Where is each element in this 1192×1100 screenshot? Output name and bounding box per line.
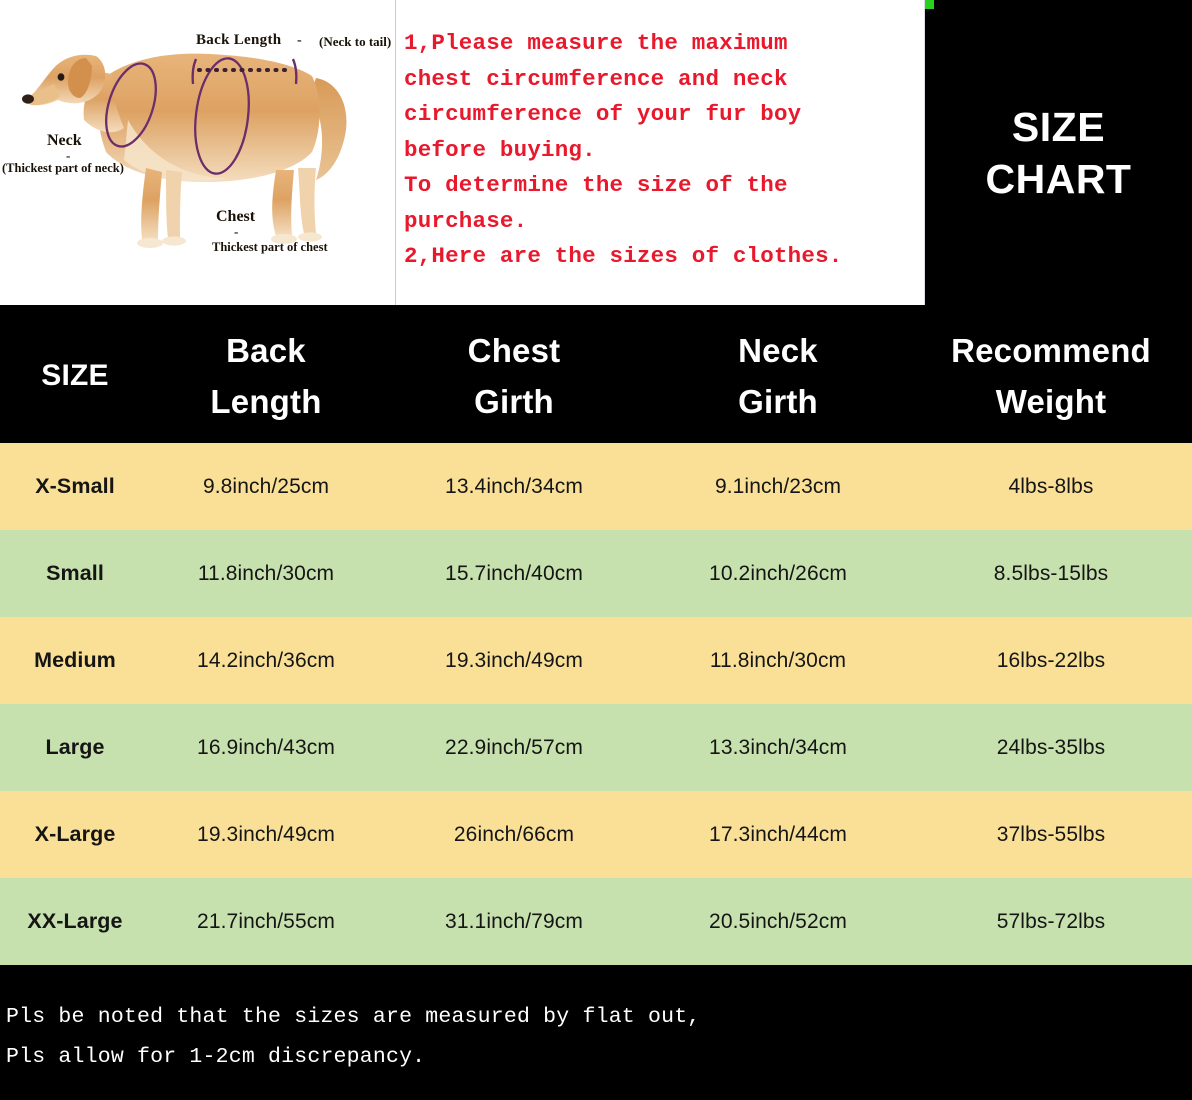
cell-neck-girth: 13.3inch/34cm xyxy=(709,735,847,759)
column-header-recommend-weight-line2: Weight xyxy=(995,382,1107,420)
cell-neck-girth: 9.1inch/23cm xyxy=(714,474,842,498)
table-row: Medium 14.2inch/36cm 19.3inch/49cm 11.8i… xyxy=(0,617,1192,704)
cell-weight: 57lbs-72lbs xyxy=(996,909,1106,933)
diagram-label-chest: Chest xyxy=(216,208,256,225)
footer-note-line: Pls be noted that the sizes are measured… xyxy=(6,1005,701,1029)
instruction-line: 1,Please measure the maximum xyxy=(404,30,788,56)
table-row: Large 16.9inch/43cm 22.9inch/57cm 13.3in… xyxy=(0,704,1192,791)
cell-size: X-Large xyxy=(34,822,116,846)
diagram-dash-chest: - xyxy=(234,224,239,239)
dog-measurement-diagram: Back Length - (Neck to tail) Neck - (Thi… xyxy=(0,0,396,305)
column-header-recommend-weight-line1: Recommend xyxy=(951,331,1151,369)
diagram-sublabel-chest: Thickest part of chest xyxy=(212,240,328,254)
diagram-sublabel-back-length: (Neck to tail) xyxy=(319,34,392,49)
cell-weight: 4lbs-8lbs xyxy=(1008,474,1094,498)
cell-size: Medium xyxy=(34,648,116,672)
instruction-line: circumference of your fur boy xyxy=(404,101,802,127)
table-row: XX-Large 21.7inch/55cm 31.1inch/79cm 20.… xyxy=(0,878,1192,965)
cell-chest-girth: 19.3inch/49cm xyxy=(445,648,583,672)
cell-back-length: 21.7inch/55cm xyxy=(197,909,335,933)
cell-back-length: 16.9inch/43cm xyxy=(197,735,335,759)
cell-chest-girth: 13.4inch/34cm xyxy=(445,474,583,498)
diagram-dash-neck: - xyxy=(66,148,71,163)
cell-chest-girth: 31.1inch/79cm xyxy=(445,909,583,933)
column-header-neck-girth: Neck Girth xyxy=(646,325,910,427)
table-row: X-Large 19.3inch/49cm 26inch/66cm 17.3in… xyxy=(0,791,1192,878)
cell-neck-girth: 10.2inch/26cm xyxy=(709,561,847,585)
cell-chest-girth: 22.9inch/57cm xyxy=(445,735,583,759)
diagram-dash-back-length: - xyxy=(297,33,302,48)
page-title-line1: SIZE xyxy=(1011,103,1106,150)
cell-back-length: 19.3inch/49cm xyxy=(197,822,335,846)
column-header-chest-girth: Chest Girth xyxy=(382,325,646,427)
instruction-line: chest circumference and neck xyxy=(404,65,788,92)
cell-weight: 8.5lbs-15lbs xyxy=(993,561,1109,585)
column-header-chest-girth-line1: Chest xyxy=(467,331,561,369)
cell-chest-girth: 15.7inch/40cm xyxy=(445,561,583,585)
instruction-line: 2,Here are the sizes of clothes. xyxy=(404,243,843,269)
cell-back-length: 14.2inch/36cm xyxy=(197,648,335,672)
cell-chest-girth: 26inch/66cm xyxy=(453,822,575,846)
table-header-row: SIZE Back Length Chest Girth Neck Girth … xyxy=(0,308,1192,443)
cell-size: Small xyxy=(46,561,104,585)
column-header-recommend-weight: Recommend Weight xyxy=(910,325,1192,427)
column-header-neck-girth-line1: Neck xyxy=(738,331,818,369)
column-header-chest-girth-line2: Girth xyxy=(474,382,554,420)
cell-size: Large xyxy=(45,735,105,759)
column-header-neck-girth-line2: Girth xyxy=(738,382,818,420)
size-chart-title-panel: SIZE CHART xyxy=(925,0,1192,305)
table-row: Small 11.8inch/30cm 15.7inch/40cm 10.2in… xyxy=(0,530,1192,617)
cell-neck-girth: 17.3inch/44cm xyxy=(709,822,847,846)
instruction-line: To determine the size of the xyxy=(404,172,788,198)
column-header-size: SIZE xyxy=(0,350,150,401)
diagram-label-neck: Neck xyxy=(47,132,82,149)
column-header-back-length-line2: Length xyxy=(210,382,322,420)
diagram-label-back-length: Back Length xyxy=(196,32,282,48)
instruction-line: purchase. xyxy=(404,207,528,234)
cell-size: X-Small xyxy=(35,474,115,498)
cell-weight: 16lbs-22lbs xyxy=(996,648,1106,672)
footer-note-line: Pls allow for 1-2cm discrepancy. xyxy=(6,1045,426,1069)
footer-note: Pls be noted that the sizes are measured… xyxy=(0,965,1192,1100)
column-header-back-length: Back Length xyxy=(150,325,382,427)
cell-size: XX-Large xyxy=(27,909,123,933)
cell-back-length: 9.8inch/25cm xyxy=(202,474,330,498)
size-chart-table: SIZE Back Length Chest Girth Neck Girth … xyxy=(0,308,1192,965)
measurement-instructions: 1,Please measure the maximum chest circu… xyxy=(396,0,925,305)
dog-illustration-icon xyxy=(22,53,347,248)
column-header-size-line1: SIZE xyxy=(41,359,109,392)
cell-back-length: 11.8inch/30cm xyxy=(197,561,335,585)
cell-neck-girth: 20.5inch/52cm xyxy=(709,909,847,933)
cell-weight: 37lbs-55lbs xyxy=(996,822,1106,846)
column-header-back-length-line1: Back xyxy=(226,331,306,369)
diagram-sublabel-neck: (Thickest part of neck) xyxy=(2,161,124,175)
cell-weight: 24lbs-35lbs xyxy=(996,735,1106,759)
green-corner-accent xyxy=(925,0,934,9)
top-band: Back Length - (Neck to tail) Neck - (Thi… xyxy=(0,0,1192,308)
page-title-line2: CHART xyxy=(985,155,1132,202)
cell-neck-girth: 11.8inch/30cm xyxy=(709,648,847,672)
instruction-line: before buying. xyxy=(404,136,596,163)
table-row: X-Small 9.8inch/25cm 13.4inch/34cm 9.1in… xyxy=(0,443,1192,530)
